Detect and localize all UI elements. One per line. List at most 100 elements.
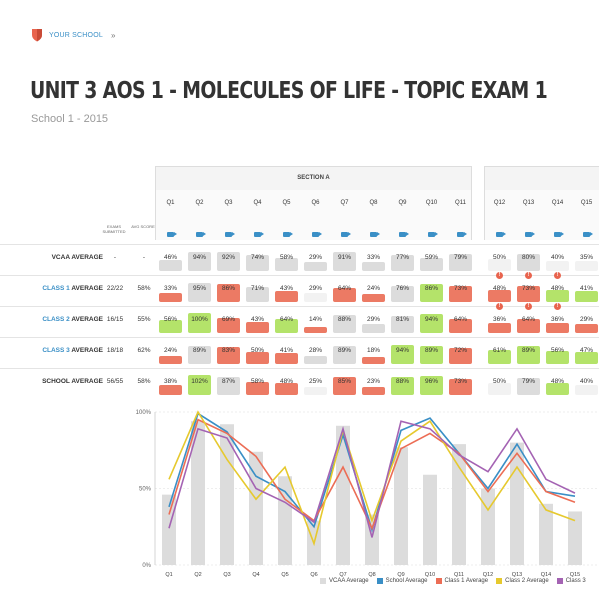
class-link[interactable]: CLASS 2 [42, 316, 70, 323]
breadcrumb-your-school-link[interactable]: YOUR SCHOOL [49, 31, 103, 39]
score-cell[interactable]: 38% [156, 369, 185, 397]
video-camera-icon[interactable] [359, 224, 388, 242]
score-cell[interactable]: 29% [301, 276, 330, 304]
score-cell[interactable]: 50% [243, 338, 272, 366]
score-cell[interactable]: 73% [446, 369, 475, 397]
score-cell[interactable]: 41% [572, 276, 599, 304]
score-cell[interactable]: 35% [572, 245, 599, 273]
score-cell[interactable]: 48% [272, 369, 301, 397]
score-cell[interactable]: 100% [185, 307, 214, 335]
score-cell[interactable]: 89% [417, 338, 446, 366]
score-cell[interactable]: 61% [485, 338, 514, 366]
score-cell[interactable]: 71% [243, 276, 272, 304]
score-cell[interactable]: 40% [572, 369, 599, 397]
score-cell[interactable]: 41% [272, 338, 301, 366]
score-cell[interactable]: 18% [359, 338, 388, 366]
score-cell[interactable]: 102% [185, 369, 214, 397]
score-cell[interactable]: 33% [359, 245, 388, 273]
row-label[interactable]: CLASS 3 AVERAGE [42, 347, 103, 354]
score-cell[interactable]: 89% [330, 338, 359, 366]
score-cell[interactable]: 29% [572, 307, 599, 335]
video-camera-icon[interactable] [417, 224, 446, 242]
score-cell[interactable]: 94% [388, 338, 417, 366]
video-camera-icon[interactable] [446, 224, 475, 242]
score-cell[interactable]: 64% [272, 307, 301, 335]
score-cell[interactable]: 48%! [485, 272, 514, 304]
score-fill [188, 282, 211, 302]
score-cell[interactable]: 94% [185, 245, 214, 273]
score-cell[interactable]: 48% [543, 369, 572, 397]
score-cell[interactable]: 69% [214, 307, 243, 335]
score-cell[interactable]: 76% [388, 276, 417, 304]
score-cell[interactable]: 29% [301, 245, 330, 273]
score-fill [246, 322, 269, 333]
video-camera-icon[interactable] [543, 224, 572, 242]
score-cell[interactable]: 89% [514, 338, 543, 366]
score-cell[interactable]: 58% [272, 245, 301, 273]
score-cell[interactable]: 40% [543, 245, 572, 273]
score-cell[interactable]: 56% [543, 338, 572, 366]
video-camera-icon[interactable] [156, 224, 185, 242]
score-cell[interactable]: 79% [514, 369, 543, 397]
score-cell[interactable]: 92% [214, 245, 243, 273]
score-cell[interactable]: 48%! [543, 272, 572, 304]
score-cell[interactable]: 80% [514, 245, 543, 273]
score-cell[interactable]: 50% [485, 245, 514, 273]
score-cell[interactable]: 94% [417, 307, 446, 335]
score-cell[interactable]: 59% [417, 245, 446, 273]
score-cell[interactable]: 36%! [485, 303, 514, 335]
video-camera-icon[interactable] [243, 224, 272, 242]
video-camera-icon[interactable] [388, 224, 417, 242]
score-cell[interactable]: 86% [214, 276, 243, 304]
score-cell[interactable]: 47% [572, 338, 599, 366]
video-camera-icon[interactable] [214, 224, 243, 242]
video-camera-icon[interactable] [485, 224, 514, 242]
row-label[interactable]: CLASS 2 AVERAGE [42, 316, 103, 323]
score-cell[interactable]: 28% [301, 338, 330, 366]
score-cell[interactable]: 33% [156, 276, 185, 304]
video-camera-icon[interactable] [301, 224, 330, 242]
score-cell[interactable]: 56% [156, 307, 185, 335]
score-cell[interactable]: 77% [388, 245, 417, 273]
score-cell[interactable]: 46% [156, 245, 185, 273]
score-cell[interactable]: 24% [156, 338, 185, 366]
score-cell[interactable]: 72% [446, 338, 475, 366]
video-camera-icon[interactable] [514, 224, 543, 242]
score-cell[interactable]: 50% [485, 369, 514, 397]
score-cell[interactable]: 88% [330, 307, 359, 335]
score-cell[interactable]: 87% [214, 369, 243, 397]
score-cell[interactable]: 85% [330, 369, 359, 397]
score-cell[interactable]: 64% [446, 307, 475, 335]
score-cell[interactable]: 86% [417, 276, 446, 304]
score-cell[interactable]: 79% [446, 245, 475, 273]
score-cell[interactable]: 95% [185, 276, 214, 304]
score-cell[interactable]: 81% [388, 307, 417, 335]
score-cell[interactable]: 29% [359, 307, 388, 335]
score-cell[interactable]: 14% [301, 307, 330, 335]
score-cell[interactable]: 89% [185, 338, 214, 366]
score-cell[interactable]: 91% [330, 245, 359, 273]
score-cell[interactable]: 88% [388, 369, 417, 397]
class-link[interactable]: CLASS 3 [42, 347, 70, 354]
score-cell[interactable]: 23% [359, 369, 388, 397]
score-cell[interactable]: 25% [301, 369, 330, 397]
score-cell[interactable]: 73%! [514, 272, 543, 304]
score-fill [546, 260, 569, 271]
score-cell[interactable]: 74% [243, 245, 272, 273]
score-cell[interactable]: 43% [272, 276, 301, 304]
score-cell[interactable]: 64%! [514, 303, 543, 335]
row-label[interactable]: CLASS 1 AVERAGE [42, 285, 103, 292]
class-link[interactable]: CLASS 1 [42, 285, 70, 292]
score-cell[interactable]: 58% [243, 369, 272, 397]
score-cell[interactable]: 24% [359, 276, 388, 304]
score-cell[interactable]: 43% [243, 307, 272, 335]
score-cell[interactable]: 96% [417, 369, 446, 397]
video-camera-icon[interactable] [185, 224, 214, 242]
score-cell[interactable]: 83% [214, 338, 243, 366]
score-cell[interactable]: 36%! [543, 303, 572, 335]
score-cell[interactable]: 73% [446, 276, 475, 304]
video-camera-icon[interactable] [272, 224, 301, 242]
video-camera-icon[interactable] [572, 224, 599, 242]
score-cell[interactable]: 64% [330, 276, 359, 304]
video-camera-icon[interactable] [330, 224, 359, 242]
